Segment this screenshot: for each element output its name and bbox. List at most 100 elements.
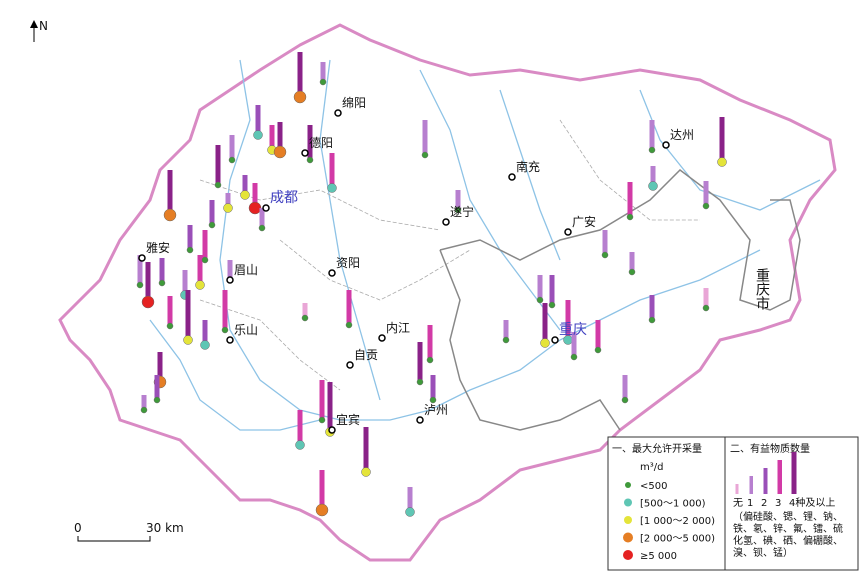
legend-count: 4种及以上 — [789, 496, 835, 509]
well-point — [621, 396, 629, 404]
bar — [595, 320, 601, 350]
well-point — [702, 304, 710, 312]
bar — [319, 380, 325, 420]
city-dot — [334, 109, 342, 117]
bar — [549, 275, 555, 305]
well-point — [454, 206, 462, 214]
legend-dot — [623, 550, 633, 560]
city-label: 乐山 — [234, 323, 258, 337]
well-point — [195, 280, 205, 290]
city-dot — [346, 361, 354, 369]
bar — [537, 275, 543, 300]
legend-count: 1 — [747, 498, 753, 509]
well-point — [594, 346, 602, 354]
legend: 一、最大允许开采量 m³/d 二、有益物质数量 <500 [500～1 000) [… — [607, 436, 859, 571]
bar — [202, 320, 208, 345]
well-point — [416, 378, 424, 386]
bar — [430, 375, 436, 400]
bar — [427, 325, 433, 360]
bar — [154, 375, 160, 400]
bar — [215, 145, 221, 185]
well-point — [361, 467, 371, 477]
bar — [227, 260, 233, 280]
well-point — [221, 326, 229, 334]
legend-bar — [749, 476, 753, 494]
scale-end: 30 km — [146, 521, 184, 535]
well-point — [648, 316, 656, 324]
well-point — [201, 256, 209, 264]
bar — [417, 342, 423, 382]
legend-class: [2 000～5 000) — [640, 534, 715, 545]
cq-boundary — [439, 169, 801, 311]
legend-dot — [625, 482, 631, 488]
bar — [703, 181, 709, 206]
north-arrowhead — [30, 20, 38, 28]
well-point — [253, 130, 263, 140]
bar — [622, 375, 628, 400]
city-label: 德阳 — [309, 135, 333, 150]
well-point — [429, 396, 437, 404]
bar — [269, 125, 275, 150]
bar — [141, 395, 147, 410]
city-label: 重庆 — [559, 322, 587, 338]
bar — [167, 170, 173, 215]
city-dot — [328, 269, 336, 277]
well-point — [405, 507, 415, 517]
city-dot — [138, 254, 146, 262]
bar — [242, 175, 248, 195]
well-point — [158, 279, 166, 287]
bar — [363, 427, 369, 472]
well-point — [258, 224, 266, 232]
well-point — [648, 181, 658, 191]
well-point — [702, 202, 710, 210]
bar — [137, 255, 143, 285]
legend-count: 无 — [733, 498, 743, 509]
region-label: 重庆市 — [754, 268, 770, 310]
city-dot — [301, 149, 309, 157]
bar — [542, 303, 548, 343]
bar — [167, 296, 173, 326]
city-dot — [328, 426, 336, 434]
legend-unit: m³/d — [640, 462, 663, 473]
well-point — [570, 353, 578, 361]
well-point — [140, 406, 148, 414]
bar — [307, 125, 313, 160]
legend-dot — [624, 516, 632, 524]
bar — [407, 487, 413, 512]
well-point — [315, 503, 329, 517]
legend-bar — [791, 452, 797, 494]
cq-boundary-2 — [439, 249, 621, 431]
bar — [259, 208, 265, 228]
bar — [703, 288, 709, 308]
well-point — [295, 440, 305, 450]
legend-title: 一、最大允许开采量 — [612, 442, 702, 455]
well-point — [208, 221, 216, 229]
well-point — [626, 213, 634, 221]
well-point — [166, 322, 174, 330]
legend-class: [500～1 000) — [640, 499, 706, 510]
legend-class: [1 000～2 000) — [640, 516, 715, 527]
bar — [222, 290, 228, 330]
well-point — [345, 321, 353, 329]
bar — [197, 255, 203, 285]
well-point — [502, 336, 510, 344]
bar — [503, 320, 509, 340]
bar — [202, 230, 208, 260]
bar — [182, 270, 188, 295]
well-point — [153, 396, 161, 404]
legend-class: <500 — [640, 481, 667, 492]
city-dot — [508, 173, 516, 181]
bar — [565, 300, 571, 340]
legend-bar — [763, 468, 768, 494]
bar — [629, 252, 635, 272]
well-point — [301, 314, 309, 322]
bar — [187, 225, 193, 250]
legend-note: 铁、氡、锌、氟、镭、硫 — [733, 522, 843, 535]
city-label: 自贡 — [354, 348, 378, 362]
bar — [649, 120, 655, 150]
legend-dot — [624, 498, 632, 507]
well-point — [240, 190, 250, 200]
city-dot — [551, 336, 559, 344]
well-point — [540, 338, 550, 348]
